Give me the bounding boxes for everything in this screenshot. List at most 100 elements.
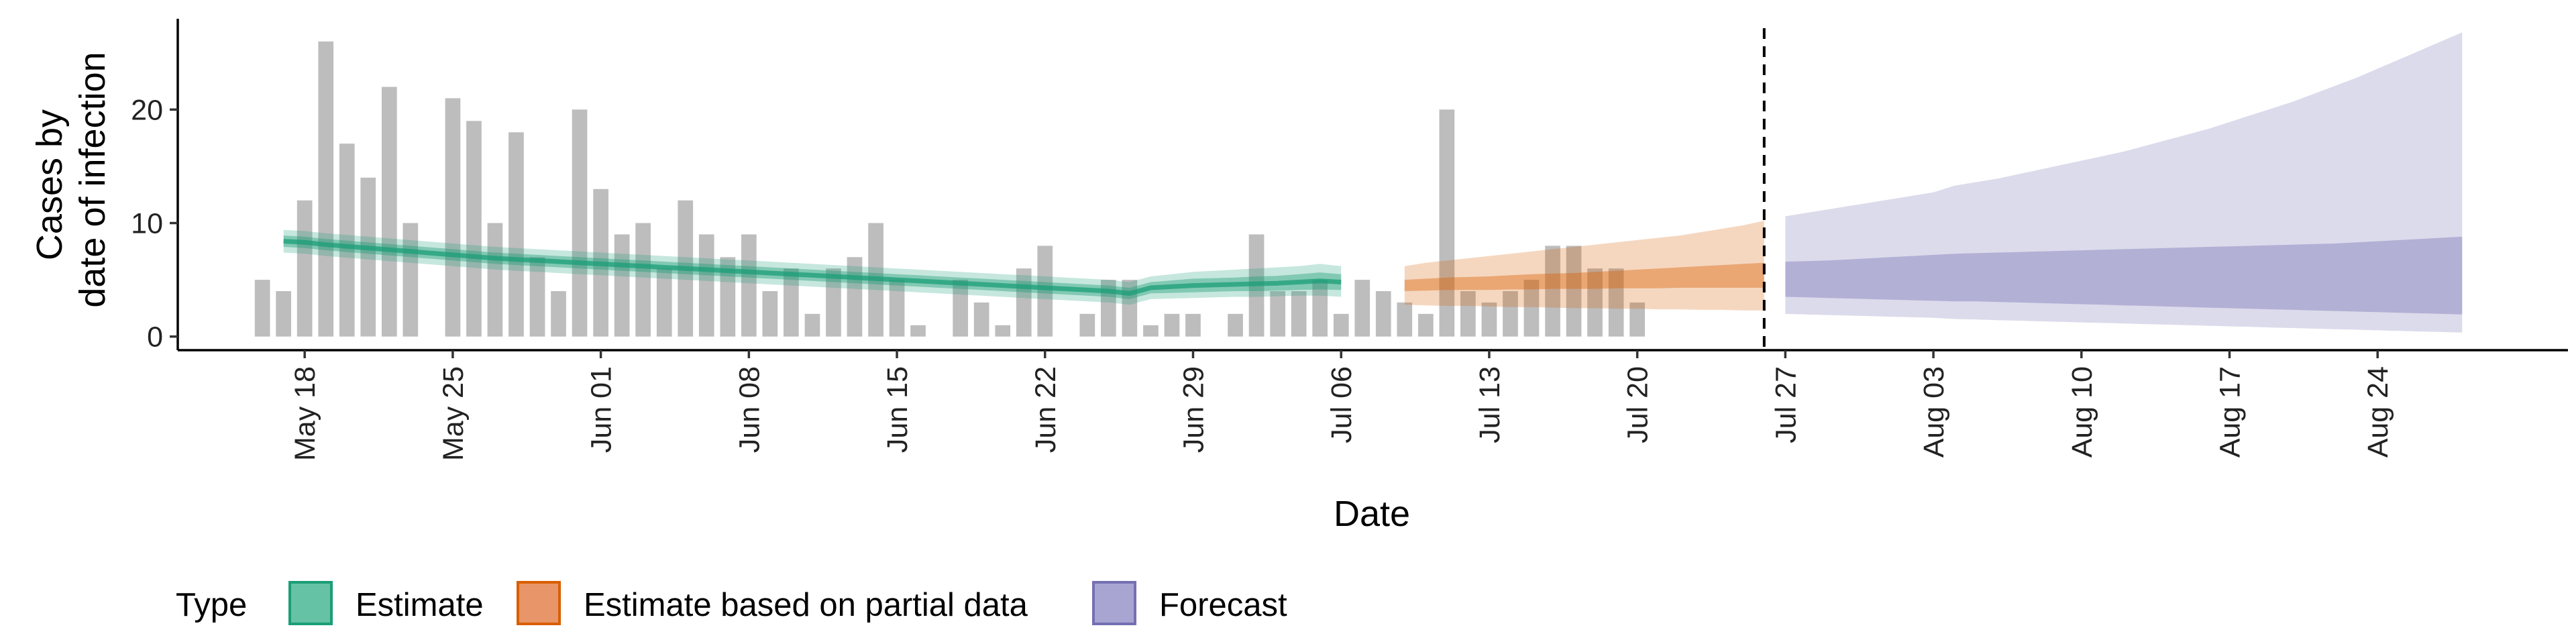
bar (318, 41, 334, 337)
bar (487, 223, 503, 337)
bar (382, 87, 397, 337)
bar (1545, 246, 1560, 337)
x-tick-label: Aug 17 (2214, 366, 2247, 458)
estimate-based-on-partial-data-50-band (1404, 262, 1764, 291)
legend-label: Estimate (356, 587, 484, 623)
bar (1566, 246, 1582, 337)
bar (466, 121, 482, 337)
bar (529, 257, 545, 337)
bar (1481, 302, 1497, 337)
forecast-50-band (1785, 236, 2463, 315)
bar (1333, 313, 1349, 337)
x-tick-label: Jun 15 (881, 366, 914, 453)
legend-title: Type (176, 587, 247, 623)
x-tick-label: Aug 24 (2362, 366, 2394, 458)
legend-item-estimate: Estimate (288, 581, 484, 625)
bar (1587, 268, 1603, 337)
axes: 0 10 20 May 18 May 25 Jun 01 Jun 08 Jun 15 Jun … (131, 19, 2568, 461)
legend-key-swatch (517, 581, 561, 625)
x-tick-label: Aug 10 (2066, 366, 2098, 458)
legend-label: Estimate based on partial data (584, 587, 1028, 623)
estimate-90-band (283, 229, 1342, 305)
bar (804, 313, 820, 337)
bar (784, 268, 799, 337)
bar (826, 268, 841, 337)
x-tick-label: Jun 22 (1030, 366, 1062, 453)
bar (1503, 291, 1518, 337)
x-tick-label: Jul 27 (1770, 366, 1802, 443)
bar (1608, 268, 1624, 337)
legend: Type Estimate Estimate based on partial d… (176, 581, 1287, 625)
bar (614, 234, 630, 337)
bar (953, 280, 968, 337)
bar (1143, 325, 1159, 337)
estimate-median-line (283, 239, 1342, 296)
bar (656, 268, 672, 337)
bar (572, 109, 588, 337)
y-axis-title: Cases by date of infection (30, 52, 113, 307)
x-tick-label: Jun 01 (586, 366, 618, 453)
bar (254, 280, 270, 337)
bar (1397, 302, 1413, 337)
bar (910, 325, 926, 337)
bar (1228, 313, 1243, 337)
bar (741, 234, 757, 337)
x-tick-label: Jul 13 (1474, 366, 1506, 443)
x-tick-label: May 18 (289, 366, 321, 461)
bar (720, 257, 736, 337)
bar (995, 325, 1011, 337)
bar (1079, 313, 1095, 337)
legend-item-estimate-based-on-partial-data: Estimate based on partial data (517, 581, 1028, 625)
legend-key-swatch (1092, 581, 1136, 625)
y-axis-title-line-2: date of infection (72, 52, 113, 307)
bar (1523, 280, 1540, 337)
x-tick-label: Jul 20 (1622, 366, 1654, 443)
bar (1312, 280, 1328, 337)
bar (635, 223, 651, 337)
legend-key-swatch (288, 581, 333, 625)
bar (1185, 313, 1201, 337)
y-axis-title-line-1: Cases by (30, 109, 70, 260)
bar (360, 177, 376, 337)
legend-item-forecast: Forecast (1092, 581, 1287, 625)
estimate-based-on-partial-data-90-band (1404, 221, 1764, 311)
bar (1439, 109, 1455, 337)
bar (1629, 302, 1645, 337)
x-axis-title: Date (1334, 494, 1410, 534)
legend-label: Forecast (1159, 587, 1287, 623)
bar (297, 200, 313, 337)
legend-items: Estimate Estimate based on partial data Fo… (288, 581, 1287, 625)
bar (445, 98, 461, 337)
y-tick-label: 10 (131, 208, 163, 240)
bar (508, 132, 524, 337)
x-tick-label: Jun 08 (733, 366, 765, 453)
x-tick-label: Aug 03 (1918, 366, 1950, 458)
bar (1418, 313, 1434, 337)
bar (1291, 291, 1307, 337)
bar (1375, 291, 1391, 337)
bar (762, 291, 778, 337)
x-tick-label: Jun 29 (1178, 366, 1210, 453)
ribbons-layer (283, 32, 2463, 333)
bar (1101, 280, 1116, 337)
y-ticks: 0 10 20 (131, 94, 178, 354)
y-tick-label: 0 (147, 321, 163, 354)
bar (973, 302, 989, 337)
bar (276, 291, 291, 337)
bar (339, 144, 355, 337)
bar (551, 291, 566, 337)
y-tick-label: 20 (131, 94, 163, 126)
x-tick-label: May 25 (437, 366, 470, 461)
bar (1270, 291, 1285, 337)
bar (1037, 246, 1053, 337)
forecast-90-band (1785, 32, 2463, 333)
bar (1354, 280, 1371, 337)
median-layer (283, 239, 1342, 296)
x-tick-label: Jul 06 (1326, 366, 1358, 443)
plot-area (254, 28, 2463, 350)
bar (889, 280, 905, 337)
x-ticks: May 18 May 25 Jun 01 Jun 08 Jun 15 Jun 22 Jun … (289, 350, 2394, 461)
bar (698, 234, 714, 337)
bar (1164, 313, 1180, 337)
